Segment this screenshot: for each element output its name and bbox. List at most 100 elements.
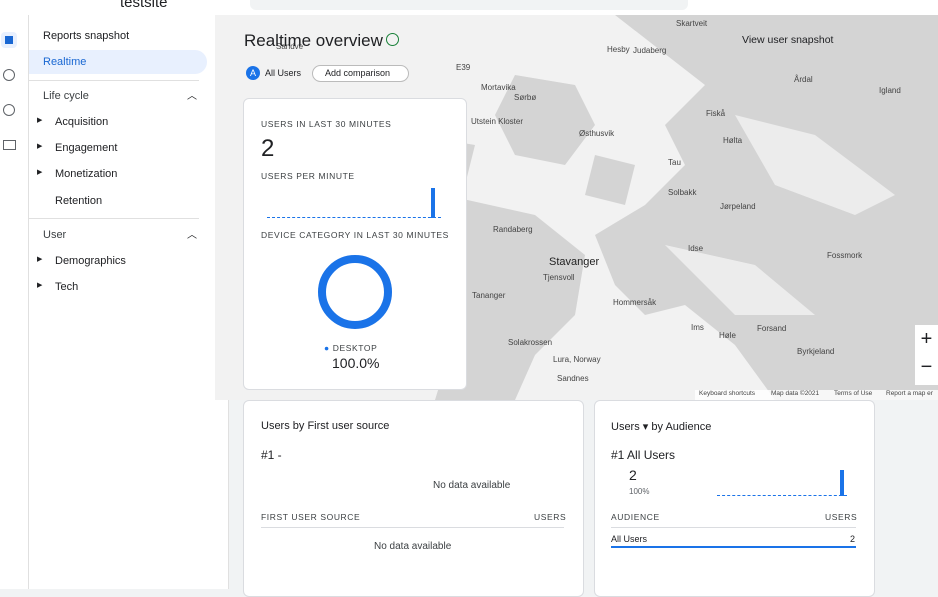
source-card — [243, 400, 584, 597]
expand-arrow[interactable]: ▶ — [37, 256, 43, 263]
map-label: Sandve — [276, 42, 304, 51]
map-label: Fossmork — [827, 251, 863, 260]
map-label: Igland — [879, 86, 901, 95]
add-comparison[interactable]: Add comparison — [312, 65, 410, 82]
rail-configure[interactable] — [3, 140, 16, 150]
map-label: Forsand — [757, 324, 787, 333]
nav-item[interactable]: Acquisition — [55, 116, 109, 128]
site-selector[interactable]: testsite — [120, 0, 168, 11]
audience-rank: #1 All Users — [611, 448, 676, 462]
column-header: AUDIENCE — [611, 512, 660, 522]
sparkline-base — [717, 495, 847, 496]
sparkline-bar — [431, 188, 435, 218]
view-snapshot[interactable]: View user snapshot — [742, 34, 834, 46]
no-data: No data available — [433, 480, 511, 491]
map-zoom[interactable]: + − — [915, 325, 938, 385]
source-title[interactable]: Users by First user source — [261, 420, 390, 432]
source-rank: #1 - — [261, 448, 282, 462]
nav-section[interactable]: Life cycle — [43, 90, 89, 102]
nav-item[interactable]: Realtime — [43, 56, 87, 68]
column-header: USERS — [825, 512, 858, 522]
status-icon[interactable] — [386, 33, 399, 46]
map-label: Mortavika — [481, 83, 516, 92]
page-title: Realtime overview — [244, 31, 383, 50]
map-label: Fiskå — [706, 109, 726, 118]
divider — [29, 218, 199, 219]
rail-explore[interactable] — [3, 69, 15, 81]
map-label: Skartveit — [676, 19, 708, 28]
map-label: Tjensvoll — [543, 273, 575, 282]
map-label: Hesby — [607, 45, 630, 54]
map-label: Solakrossen — [508, 338, 553, 347]
legend: ● DESKTOP — [324, 343, 378, 353]
nav-item[interactable]: Monetization — [55, 168, 118, 180]
map-attribution — [695, 390, 938, 400]
segment-chip[interactable]: All Users — [265, 68, 302, 78]
row-name: All Users — [611, 534, 648, 544]
nav-item[interactable]: Demographics — [55, 255, 126, 267]
map-label: Utstein Kloster — [471, 117, 524, 126]
map-label: Sørbø — [514, 93, 537, 102]
map-label: Østhusvik — [579, 129, 615, 138]
users-value: 2 — [261, 135, 275, 162]
rail-home[interactable] — [1, 32, 17, 48]
users-label: USERS IN LAST 30 MINUTES — [261, 119, 392, 129]
table-divider — [611, 527, 856, 528]
sparkline-bar — [840, 470, 844, 496]
attribution-link[interactable]: Terms of Use — [834, 390, 873, 397]
map-label: Lura, Norway — [553, 355, 601, 364]
divider — [29, 80, 199, 81]
map-label: Tau — [668, 158, 681, 167]
device-label: DEVICE CATEGORY IN LAST 30 MINUTES — [261, 230, 449, 240]
map-label: Hølta — [723, 136, 743, 145]
map-label: Hommersåk — [613, 298, 657, 307]
column-header: USERS — [534, 512, 567, 522]
nav-panel — [29, 15, 229, 589]
map-label: E39 — [456, 63, 471, 72]
map-label: Stavanger — [549, 256, 600, 268]
nav-item[interactable]: Reports snapshot — [43, 30, 130, 42]
no-data: No data available — [374, 541, 452, 552]
nav-item[interactable]: Engagement — [55, 142, 118, 154]
segment-badge: A — [246, 66, 260, 80]
caret: ︿ — [187, 91, 197, 102]
icon-rail — [0, 15, 29, 589]
map-label: Byrkjeland — [797, 347, 835, 356]
expand-arrow[interactable]: ▶ — [37, 143, 43, 150]
audience-title[interactable]: Users ▾ by Audience — [611, 421, 712, 433]
attribution-link[interactable]: Keyboard shortcuts — [699, 390, 756, 397]
nav-item[interactable]: Retention — [55, 195, 103, 207]
audience-value: 2 — [629, 467, 637, 483]
expand-arrow[interactable]: ▶ — [37, 117, 43, 124]
caret: ︿ — [187, 230, 197, 241]
map-label: Solbakk — [668, 188, 697, 197]
audience-card — [594, 400, 875, 597]
expand-arrow[interactable]: ▶ — [37, 169, 43, 176]
nav-item[interactable]: Tech — [55, 281, 79, 293]
donut — [318, 255, 392, 329]
attribution-link[interactable]: Map data ©2021 — [771, 390, 820, 397]
attribution-link[interactable]: Report a map er — [886, 390, 933, 397]
map-label: Tananger — [472, 291, 506, 300]
map-label: Årdal — [794, 75, 813, 84]
search-box[interactable] — [250, 0, 688, 10]
map-label: Randaberg — [493, 225, 533, 234]
per-minute-label: USERS PER MINUTE — [261, 171, 355, 181]
map-label: Høle — [719, 331, 736, 340]
sparkline-base — [267, 217, 441, 218]
nav-section[interactable]: User — [43, 229, 67, 241]
map-label: Ims — [691, 323, 704, 332]
map-label: Sandnes — [557, 374, 589, 383]
expand-arrow[interactable]: ▶ — [37, 282, 43, 289]
map-label: Idse — [688, 244, 704, 253]
column-header: FIRST USER SOURCE — [261, 512, 361, 522]
map-label: Judaberg — [633, 46, 667, 55]
audience-percent: 100% — [629, 487, 650, 496]
row-value: 2 — [850, 534, 856, 544]
row-bar — [611, 546, 856, 548]
users-card — [243, 98, 467, 390]
rail-advertising[interactable] — [3, 104, 15, 116]
device-percent: 100.0% — [332, 355, 380, 371]
table-divider — [261, 527, 564, 528]
